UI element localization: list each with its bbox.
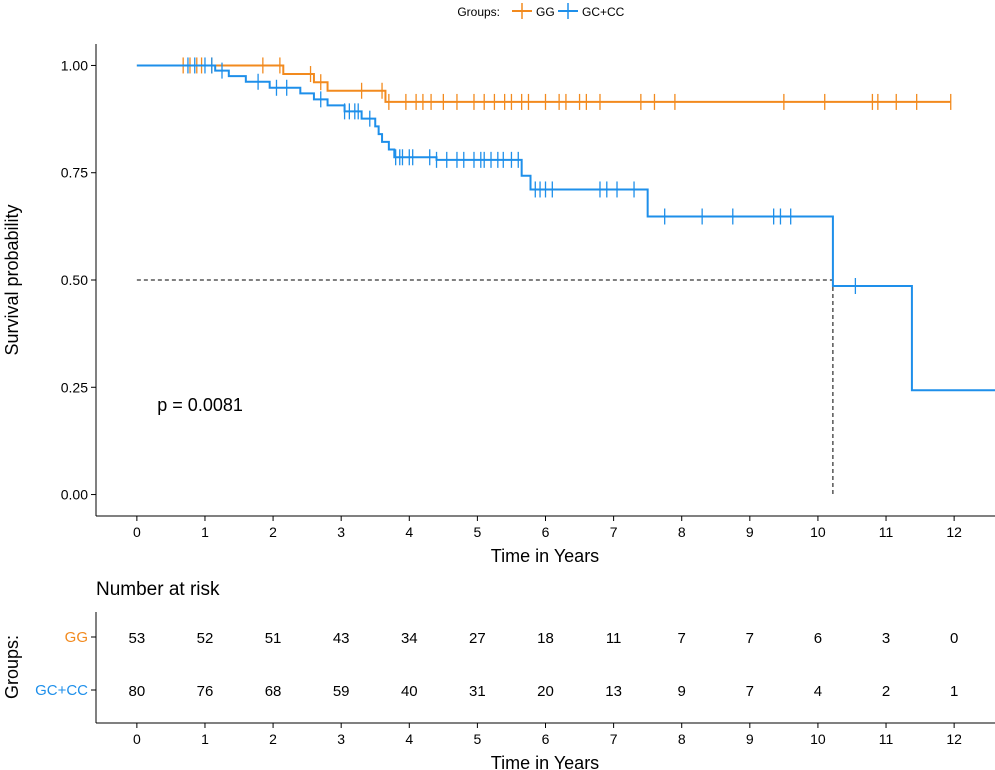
- risk-count: 68: [265, 683, 282, 700]
- y-tick-label: 0.75: [61, 165, 88, 181]
- risk-count: 6: [814, 630, 822, 647]
- risk-x-tick-label: 12: [946, 731, 962, 747]
- risk-x-axis-title: Time in Years: [491, 753, 599, 770]
- x-tick-label: 6: [542, 524, 550, 540]
- risk-count: 1: [950, 683, 958, 700]
- risk-x-tick-label: 11: [879, 731, 894, 747]
- risk-count: 59: [333, 683, 350, 700]
- risk-count: 51: [265, 630, 282, 647]
- risk-table-title: Number at risk: [96, 579, 220, 600]
- risk-count: 80: [129, 683, 146, 700]
- risk-count: 18: [537, 630, 554, 647]
- risk-count: 2: [882, 683, 890, 700]
- x-tick-label: 8: [678, 524, 686, 540]
- risk-x-tick-label: 4: [405, 731, 413, 747]
- risk-count: 0: [950, 630, 958, 647]
- risk-x-tick-label: 7: [610, 731, 618, 747]
- x-tick-label: 10: [810, 524, 826, 540]
- y-tick-label: 1.00: [61, 57, 88, 73]
- x-axis-title: Time in Years: [491, 546, 599, 566]
- x-tick-label: 3: [337, 524, 345, 540]
- x-tick-label: 1: [201, 524, 209, 540]
- risk-x-tick-label: 10: [810, 731, 826, 747]
- risk-count: 31: [469, 683, 486, 700]
- legend-title: Groups:: [457, 5, 500, 19]
- risk-count: 7: [746, 683, 754, 700]
- risk-count: 52: [197, 630, 214, 647]
- survival-curves: [136, 57, 995, 392]
- risk-row-label: GG: [65, 629, 88, 646]
- risk-count: 53: [129, 630, 146, 647]
- risk-x-tick-label: 3: [337, 731, 345, 747]
- x-tick-label: 9: [746, 524, 754, 540]
- risk-x-tick-label: 2: [269, 731, 277, 747]
- risk-count: 20: [537, 683, 554, 700]
- x-tick-label: 7: [610, 524, 618, 540]
- x-tick-label: 4: [405, 524, 413, 540]
- risk-x-tick-label: 9: [746, 731, 754, 747]
- risk-x-ticks: 0 1 2 3 4 5 6 7 8 9 10 11 12: [133, 723, 962, 747]
- x-tick-label: 0: [133, 524, 141, 540]
- plot-panel: 0.000.250.500.751.00 0 1 2 3 4 5 6 7 8 9 10 11 12 Ti…: [2, 44, 995, 566]
- risk-count: 7: [746, 630, 754, 647]
- x-tick-label: 12: [946, 524, 962, 540]
- risk-y-axis-title: Groups:: [2, 635, 22, 699]
- y-tick-label: 0.50: [61, 272, 88, 288]
- risk-count: 34: [401, 630, 418, 647]
- risk-count: 13: [605, 683, 622, 700]
- risk-row-label: GC+CC: [35, 682, 88, 699]
- risk-x-tick-label: 5: [473, 731, 481, 747]
- risk-count: 43: [333, 630, 350, 647]
- risk-count: 11: [606, 630, 622, 647]
- risk-x-tick-label: 1: [201, 731, 209, 747]
- risk-count: 3: [882, 630, 890, 647]
- risk-count: 27: [469, 630, 486, 647]
- risk-rows: GG 53 52 51 43 34 27 18 11 7 7 6 3 0GC+CC 80 76 68 59 40 31…: [35, 629, 958, 700]
- risk-count: 4: [814, 683, 822, 700]
- risk-count: 9: [678, 683, 686, 700]
- risk-x-tick-label: 6: [542, 731, 550, 747]
- y-tick-label: 0.00: [61, 487, 88, 503]
- x-tick-label: 11: [879, 524, 894, 540]
- x-tick-label: 2: [269, 524, 277, 540]
- legend-items: GG GC+CC: [512, 3, 625, 19]
- risk-count: 7: [678, 630, 686, 647]
- x-tick-label: 5: [473, 524, 481, 540]
- x-ticks: 0 1 2 3 4 5 6 7 8 9 10 11 12: [133, 516, 962, 540]
- risk-table: Number at risk GG 53 52 51 43 34 27 18 11 7 7 6 3 0GC…: [2, 579, 995, 770]
- risk-x-tick-label: 0: [133, 731, 141, 747]
- y-ticks: 0.00 0.25 0.50 0.75 1.00: [61, 57, 96, 503]
- risk-x-tick-label: 8: [678, 731, 686, 747]
- legend: Groups: GG GC+CC: [457, 3, 625, 19]
- legend-label: GG: [536, 5, 555, 19]
- survival-curve-gg: [136, 64, 951, 103]
- risk-count: 40: [401, 683, 418, 700]
- p-value-annotation: p = 0.0081: [157, 395, 243, 415]
- y-axis-title: Survival probability: [2, 204, 22, 355]
- median-lines: [136, 279, 834, 495]
- legend-label: GC+CC: [582, 5, 625, 19]
- risk-count: 76: [197, 683, 214, 700]
- y-tick-label: 0.25: [61, 379, 88, 395]
- survival-curve-gc-cc: [136, 64, 995, 392]
